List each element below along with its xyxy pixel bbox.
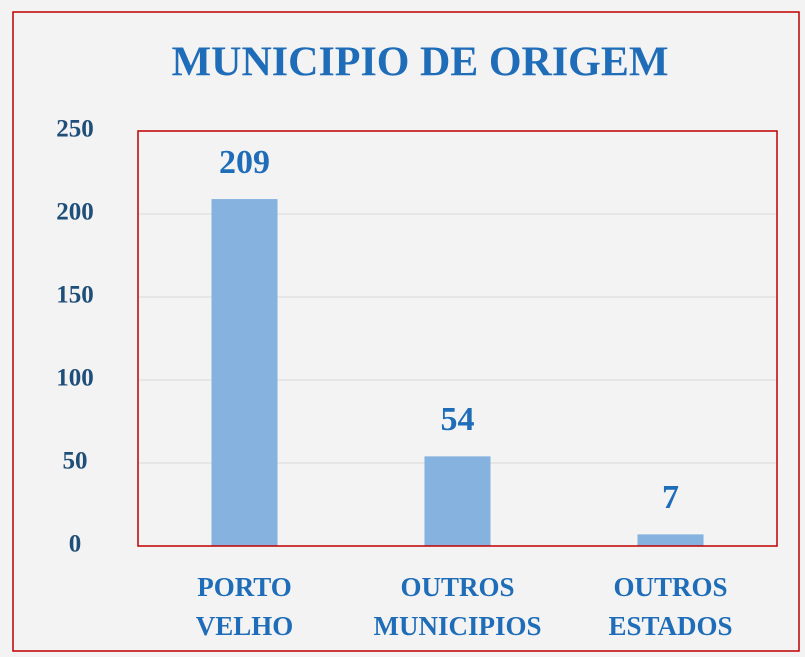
value-label: 54 bbox=[441, 401, 475, 438]
y-tick-label: 100 bbox=[56, 365, 94, 392]
outer-frame bbox=[12, 11, 800, 652]
y-tick-label: 200 bbox=[56, 199, 94, 226]
y-tick-label: 150 bbox=[56, 282, 94, 309]
value-label: 209 bbox=[219, 144, 270, 181]
value-label: 7 bbox=[662, 479, 679, 516]
y-tick-label: 50 bbox=[63, 448, 88, 475]
x-tick-label: PORTO VELHO bbox=[195, 572, 294, 641]
bar bbox=[211, 199, 278, 546]
x-tick-label: OUTROS MUNICIPIOS bbox=[373, 572, 542, 641]
bar bbox=[424, 456, 491, 546]
x-tick-label: OUTROS ESTADOS bbox=[608, 572, 733, 641]
y-tick-label: 250 bbox=[56, 116, 94, 143]
x-tick-label-box: OUTROS MUNICIPIOS bbox=[351, 568, 564, 646]
x-tick-label-box: OUTROS ESTADOS bbox=[564, 568, 777, 646]
plot-frame bbox=[137, 130, 778, 547]
y-tick-label: 0 bbox=[69, 531, 82, 558]
x-tick-label-box: PORTO VELHO bbox=[138, 568, 351, 646]
bar bbox=[637, 534, 704, 546]
chart-title: MUNICIPIO DE ORIGEM bbox=[171, 40, 668, 86]
